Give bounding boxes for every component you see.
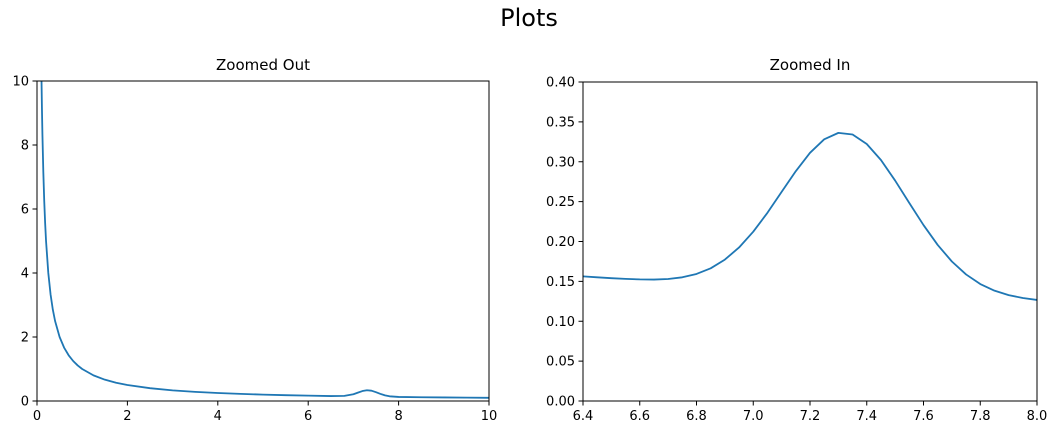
data-line bbox=[40, 81, 489, 399]
x-tick-label: 7.6 bbox=[913, 409, 934, 424]
zoomed-out-axes: 0 2 4 6 8 10 0 2 4 6 8 10 bbox=[12, 75, 498, 425]
y-tick-label: 0.10 bbox=[546, 315, 575, 330]
y-tick-label: 10 bbox=[12, 75, 29, 90]
y-tick-label: 0.40 bbox=[546, 76, 575, 91]
y-tick-label: 0 bbox=[21, 395, 29, 410]
y-tick-label: 0.25 bbox=[546, 195, 575, 210]
zoomed-in-axes: 6.4 6.6 6.8 7.0 7.2 7.4 7.6 7.8 8.0 0.00 0.05 0.10 0… bbox=[546, 76, 1048, 425]
data-line bbox=[583, 131, 1037, 301]
y-tick-label: 0.05 bbox=[546, 355, 575, 370]
x-tick-label: 6.8 bbox=[686, 409, 707, 424]
x-tick-label: 8 bbox=[394, 409, 402, 424]
x-tick-label: 7.8 bbox=[970, 409, 991, 424]
y-tick-label: 0.20 bbox=[546, 235, 575, 250]
x-tick-label: 6.6 bbox=[629, 409, 650, 424]
x-tick-label: 2 bbox=[123, 409, 131, 424]
y-tick-label: 6 bbox=[21, 203, 29, 218]
x-tick-label: 0 bbox=[33, 409, 41, 424]
x-tick-label: 8.0 bbox=[1027, 409, 1048, 424]
axes-spines bbox=[36, 80, 490, 402]
x-tick-label: 7.0 bbox=[743, 409, 764, 424]
y-tick-label: 0.35 bbox=[546, 115, 575, 130]
x-tick-label: 10 bbox=[481, 409, 498, 424]
y-tick-label: 0.30 bbox=[546, 155, 575, 170]
subplot-zoomed-out: Zoomed Out 0 2 4 6 8 10 0 2 4 6 8 10 bbox=[0, 50, 529, 435]
y-tick-label: 4 bbox=[21, 267, 29, 282]
y-tick-label: 0.00 bbox=[546, 395, 575, 410]
x-tick-label: 6.4 bbox=[573, 409, 594, 424]
figure-title: Plots bbox=[500, 4, 558, 32]
subplot-zoomed-in-title: Zoomed In bbox=[769, 56, 851, 74]
x-tick-label: 7.2 bbox=[800, 409, 821, 424]
subplot-zoomed-out-title: Zoomed Out bbox=[216, 56, 310, 74]
y-tick-label: 2 bbox=[21, 331, 29, 346]
subplot-zoomed-in: Zoomed In 6.4 6.6 6.8 7.0 7.2 7.4 7.6 7.8 8.0 0.0… bbox=[529, 50, 1058, 435]
x-tick-label: 7.4 bbox=[856, 409, 877, 424]
axes-spines bbox=[582, 81, 1038, 402]
y-tick-label: 8 bbox=[21, 139, 29, 154]
x-tick-label: 6 bbox=[304, 409, 312, 424]
x-tick-label: 4 bbox=[214, 409, 222, 424]
y-tick-label: 0.15 bbox=[546, 275, 575, 290]
